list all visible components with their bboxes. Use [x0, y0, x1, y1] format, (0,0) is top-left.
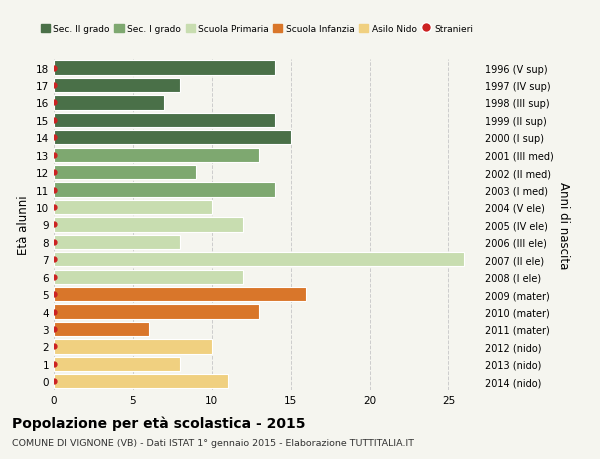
- Bar: [54, 305, 259, 319]
- Bar: [54, 340, 212, 354]
- Bar: [54, 61, 275, 75]
- Bar: [54, 96, 164, 110]
- Y-axis label: Età alunni: Età alunni: [17, 195, 31, 255]
- Bar: [54, 287, 307, 302]
- Bar: [54, 235, 180, 249]
- Text: COMUNE DI VIGNONE (VB) - Dati ISTAT 1° gennaio 2015 - Elaborazione TUTTITALIA.IT: COMUNE DI VIGNONE (VB) - Dati ISTAT 1° g…: [12, 438, 414, 448]
- Bar: [54, 183, 275, 197]
- Bar: [54, 78, 180, 93]
- Bar: [54, 148, 259, 162]
- Bar: [54, 252, 464, 267]
- Bar: [54, 201, 212, 215]
- Bar: [54, 131, 290, 145]
- Bar: [54, 218, 244, 232]
- Bar: [54, 113, 275, 128]
- Bar: [54, 270, 244, 284]
- Y-axis label: Anni di nascita: Anni di nascita: [557, 181, 570, 269]
- Bar: [54, 357, 180, 371]
- Text: Popolazione per età scolastica - 2015: Popolazione per età scolastica - 2015: [12, 415, 305, 430]
- Bar: [54, 375, 227, 389]
- Legend: Sec. II grado, Sec. I grado, Scuola Primaria, Scuola Infanzia, Asilo Nido, Stran: Sec. II grado, Sec. I grado, Scuola Prim…: [37, 21, 477, 38]
- Bar: [54, 322, 149, 336]
- Bar: [54, 166, 196, 180]
